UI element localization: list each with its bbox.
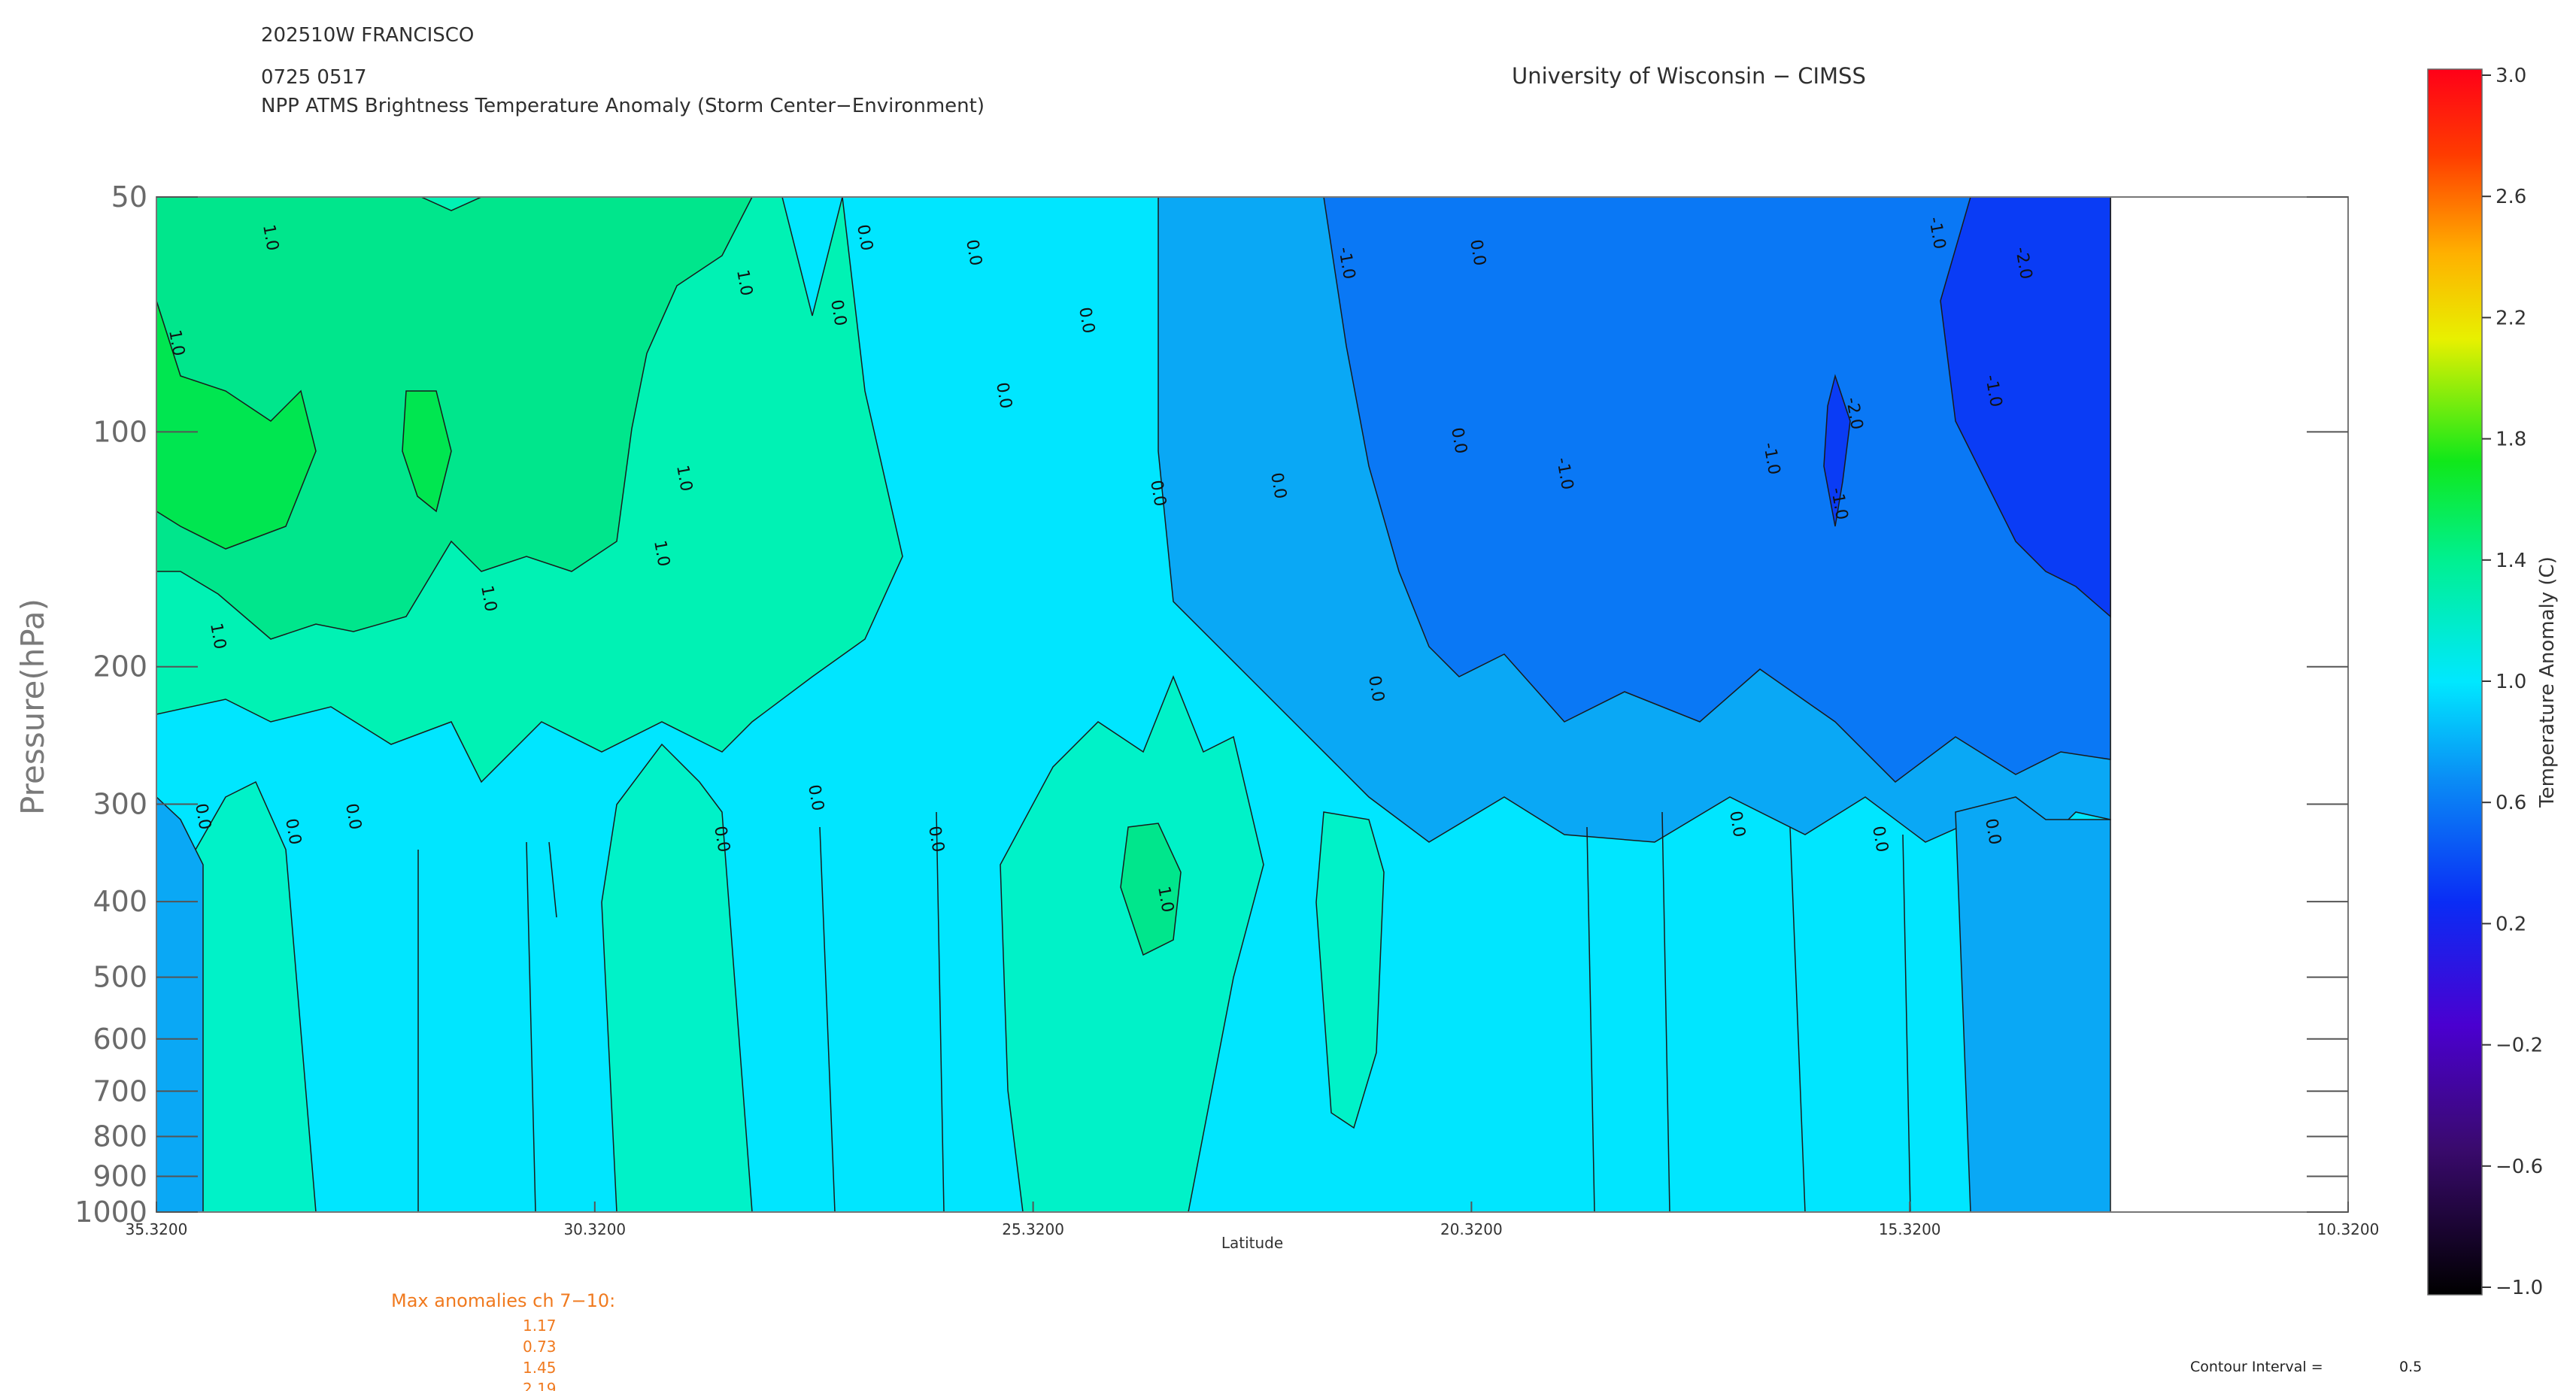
y-tick-label: 100 xyxy=(93,415,147,448)
region-warm-core-2 xyxy=(156,300,317,550)
x-tick-label: 25.3200 xyxy=(1002,1220,1064,1238)
y-tick-label: 600 xyxy=(93,1023,147,1056)
x-tick-label: 30.3200 xyxy=(563,1220,626,1238)
contour-label: 1.0 xyxy=(650,539,673,568)
contour-label: 0.0 xyxy=(1146,479,1170,508)
contour-label: 1.0 xyxy=(1154,885,1177,914)
institution-label: University of Wisconsin − CIMSS xyxy=(1512,63,1866,89)
x-axis: 35.3200 30.3200 25.3200 20.3200 15.3200 10.32… xyxy=(126,1202,2380,1238)
contour-label: 0.0 xyxy=(1868,825,1892,854)
colorbar-tick-label: 1.8 xyxy=(2496,429,2526,451)
colorbar xyxy=(2427,68,2483,1296)
colorbar-tick-label: 0.6 xyxy=(2496,792,2526,814)
contour-label: 0.0 xyxy=(1466,238,1489,268)
storm-id: 202510W FRANCISCO xyxy=(261,24,474,47)
colorbar-tick-label: 1.4 xyxy=(2496,550,2526,572)
x-tick-label: 35.3200 xyxy=(126,1220,188,1238)
contour-label: 0.0 xyxy=(924,825,948,854)
colorbar-label: Temperature Anomaly (C) xyxy=(2536,556,2559,808)
chart-title: NPP ATMS Brightness Temperature Anomaly … xyxy=(261,95,985,117)
region-cool-edge xyxy=(156,796,204,1212)
colorbar-tick-label: 0.2 xyxy=(2496,913,2526,935)
contour-label: 0.0 xyxy=(1447,426,1470,456)
region-cool-lower xyxy=(1955,796,2111,1212)
y-tick-label: 400 xyxy=(93,885,147,918)
x-tick-label: 20.3200 xyxy=(1440,1220,1503,1238)
max-anomaly-value: 0.73 xyxy=(523,1338,557,1356)
contour-interval-label: Contour Interval = xyxy=(2190,1359,2323,1375)
contour-label-layer: 1.0 1.0 1.0 1.0 1.0 1.0 1.0 1.0 0.0 0.0 0.0 0.0 0.0 0… xyxy=(165,216,2035,914)
region-warm-lower-2 xyxy=(1315,811,1385,1129)
contour-label: 1.0 xyxy=(733,268,756,298)
contour-label: 0.0 xyxy=(853,223,876,253)
region-warm-lower-core xyxy=(1120,823,1182,956)
contour-label: 1.0 xyxy=(672,464,696,493)
region-cool-4 xyxy=(1823,374,1851,527)
region-warm-lower xyxy=(1000,674,1264,1212)
colorbar-tick-label: −0.2 xyxy=(2496,1035,2543,1057)
contour-label: 0.0 xyxy=(1267,471,1290,501)
region-warm-core-1 xyxy=(156,197,753,640)
contour-label: 0.0 xyxy=(191,802,214,832)
max-anomaly-value: 2.19 xyxy=(523,1380,557,1391)
region-warm-band-left-2 xyxy=(601,743,753,1212)
contour-label: 0.0 xyxy=(710,825,733,854)
region-warm-core-3 xyxy=(402,390,452,513)
contour-label: 1.0 xyxy=(477,584,500,614)
colorbar-ticks: 3.0 2.6 2.2 1.8 1.4 1.0 0.6 0.2 −0.2 −0.6 −1.0 xyxy=(2482,65,2543,1299)
y-tick-label: 500 xyxy=(93,961,147,994)
region-cool-2 xyxy=(1323,197,2111,783)
anomaly-field: 1.0 1.0 1.0 1.0 1.0 1.0 1.0 1.0 0.0 0.0 0.0 0.0 0.0 0… xyxy=(156,197,2111,1212)
colorbar-tick-label: 2.6 xyxy=(2496,186,2526,208)
y-axis-label: Pressure(hPa) xyxy=(14,599,51,815)
colorbar-tick-label: 2.2 xyxy=(2496,307,2526,329)
plot-frame xyxy=(156,196,2349,1213)
colorbar-tick-label: −0.6 xyxy=(2496,1156,2543,1178)
y-tick-label: 900 xyxy=(93,1160,147,1193)
colorbar-tick-label: 1.0 xyxy=(2496,671,2526,693)
max-anomaly-value: 1.45 xyxy=(523,1359,557,1377)
x-tick-label: 10.3200 xyxy=(2317,1220,2380,1238)
y-tick-label: 300 xyxy=(93,787,147,820)
max-anomalies-title: Max anomalies ch 7−10: xyxy=(391,1290,615,1311)
contour-label: 1.0 xyxy=(165,329,188,358)
max-anomaly-value: 1.17 xyxy=(523,1317,557,1335)
contour-label: 0.0 xyxy=(1075,306,1098,335)
colorbar-tick-label: −1.0 xyxy=(2496,1277,2543,1299)
y-tick-label: 200 xyxy=(93,650,147,683)
contour-label: 0.0 xyxy=(804,783,827,813)
contour-interval-value: 0.5 xyxy=(2399,1359,2422,1375)
contour-label: 0.0 xyxy=(1725,810,1749,839)
y-tick-label: 1000 xyxy=(74,1196,147,1229)
colorbar-tick-label: 3.0 xyxy=(2496,65,2526,87)
time-code: 0725 0517 xyxy=(261,66,367,89)
y-tick-label: 700 xyxy=(93,1074,147,1108)
contour-label: 1.0 xyxy=(259,223,282,253)
x-axis-label: Latitude xyxy=(1221,1234,1283,1252)
y-tick-label: 50 xyxy=(111,180,147,214)
region-cool-3 xyxy=(1940,197,2111,618)
x-tick-label: 15.3200 xyxy=(1879,1220,1941,1238)
contour-streaks xyxy=(417,811,1911,1212)
contour-label: 0.0 xyxy=(281,817,305,847)
contour-label: 0.0 xyxy=(962,238,985,268)
contour-label: 0.0 xyxy=(827,299,850,328)
contour-label: 0.0 xyxy=(1981,817,2004,847)
contour-label: 0.0 xyxy=(341,802,365,832)
contour-label: 1.0 xyxy=(206,622,229,651)
max-anomalies-list: 1.17 0.73 1.45 2.19 xyxy=(523,1317,557,1391)
contour-label: 0.0 xyxy=(1364,674,1388,704)
contour-label: 0.0 xyxy=(992,381,1015,411)
y-tick-label: 800 xyxy=(93,1120,147,1153)
